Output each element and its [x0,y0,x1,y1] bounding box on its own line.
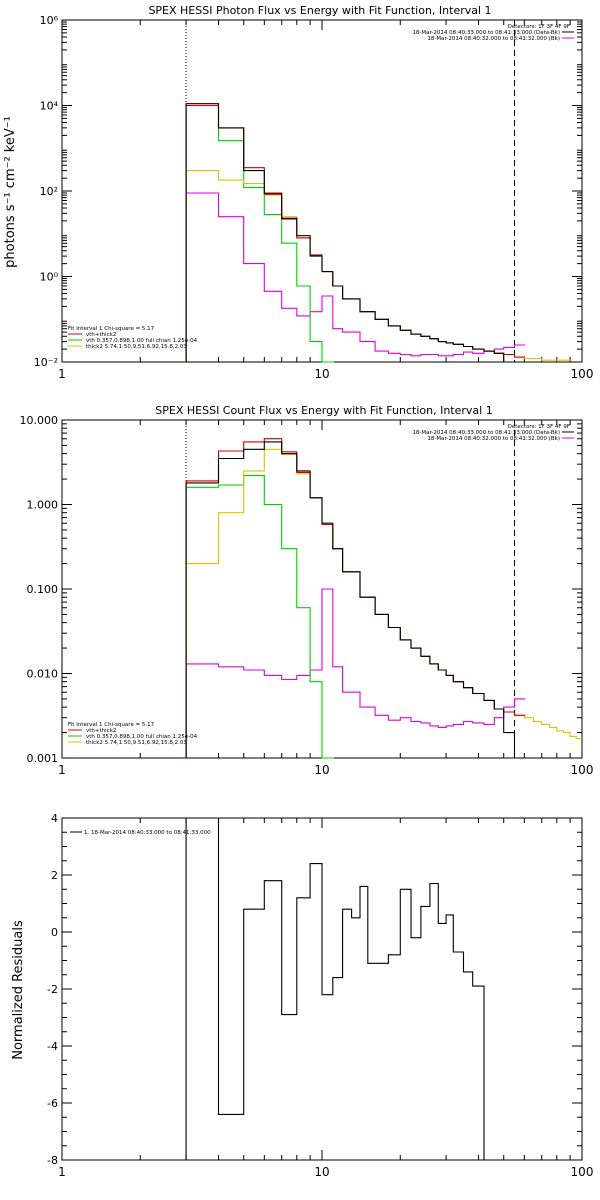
series-vth-thick2 [185,438,526,758]
x-tick-label: 1 [58,763,66,777]
legend-top-right-text: Detectors: 1F 3F 4F 9F [508,24,570,30]
y-tick-label: 0 [51,926,58,939]
series-data-bk [185,441,526,759]
series-vth-thick2 [185,104,526,362]
y-tick-label: 1.000 [27,499,59,512]
y-tick-label: 10⁶ [40,14,59,27]
count-flux-panel: SPEX HESSI Count Flux vs Energy with Fit… [20,404,594,777]
y-tick-label: 10⁻² [34,356,58,369]
photon-flux-ylabel: photons s⁻¹ cm⁻² keV⁻¹ [3,116,18,268]
count-flux-title: SPEX HESSI Count Flux vs Energy with Fit… [155,404,492,417]
fit-legend-text: vth 0.357,0.898,1.00 full chian 1.25e-04 [86,734,198,740]
fit-legend-text: thick2 5.74,1.50,9.51,6.92,15.8,2.03 [86,344,187,350]
x-tick-label: 10 [314,1165,329,1179]
y-tick-label: 4 [51,812,58,825]
x-tick-label: 10 [314,367,329,381]
legend-top-right-text: 18-Mar-2014 08:40:32.000 to 08:41:32.000… [427,36,560,42]
residuals-panel: Normalized Residuals 1 10 100 -8 -6 -4 -2 0 2 4 1… [11,812,593,1179]
fit-legend-header: Fit Interval 1 Chi-square = 5.17 [68,722,155,728]
series-bk [185,192,526,362]
series-data-bk [185,103,526,363]
series-vth [185,104,334,363]
y-tick-label: 10² [40,185,58,198]
legend-top-right-text: 18-Mar-2014 08:40:32.000 to 08:41:32.000… [427,436,560,442]
x-tick-label: 100 [571,763,594,777]
series-thick2 [185,448,582,758]
fit-legend-text: vth+thick2 [86,332,116,338]
x-tick-label: 10 [314,763,329,777]
x-tick-label: 100 [571,1165,594,1179]
series-bk [185,588,526,758]
photon-flux-panel: SPEX HESSI Photon Flux vs Energy with Fi… [3,4,593,381]
y-tick-label: -8 [47,1154,58,1167]
y-tick-label: 0.100 [27,583,59,596]
fit-legend-text: thick2 5.74,1.50,9.51,6.92,15.8,2.03 [86,740,187,746]
photon-flux-title: SPEX HESSI Photon Flux vs Energy with Fi… [148,4,491,17]
y-tick-label: 10⁰ [40,271,59,284]
legend-top-right-text: Detectors: 1F 3F 4F 9F [508,424,570,430]
legend-top-right-text: 18-Mar-2014 08:40:33.000 to 08:41:33.000… [412,30,560,36]
y-tick-label: 2 [51,869,58,882]
y-tick-label: 0.010 [27,668,59,681]
y-tick-label: -6 [47,1097,58,1110]
residuals-ylabel: Normalized Residuals [11,920,26,1060]
fit-legend-text: vth 0.357,0.898,1.00 full chian 1.25e-04 [86,338,198,344]
legend-top-right-text: 18-Mar-2014 08:40:33.000 to 08:41:33.000… [412,430,560,436]
fit-legend-header: Fit Interval 1 Chi-square = 5.17 [68,326,155,332]
y-tick-label: -4 [47,1040,58,1053]
y-tick-label: 10.000 [20,414,59,427]
fit-legend-text: vth+thick2 [86,728,116,734]
legend-text: 1. 18-Mar-2014 08:40:33.000 to 08:41:33.… [84,830,211,836]
series-vth [185,475,334,759]
y-tick-label: -2 [47,983,58,996]
x-tick-label: 1 [58,1165,66,1179]
y-tick-label: 0.001 [27,752,59,765]
series-residuals [185,817,515,1161]
x-tick-label: 100 [571,367,594,381]
x-tick-label: 1 [58,367,66,381]
y-tick-label: 10⁴ [40,100,59,113]
